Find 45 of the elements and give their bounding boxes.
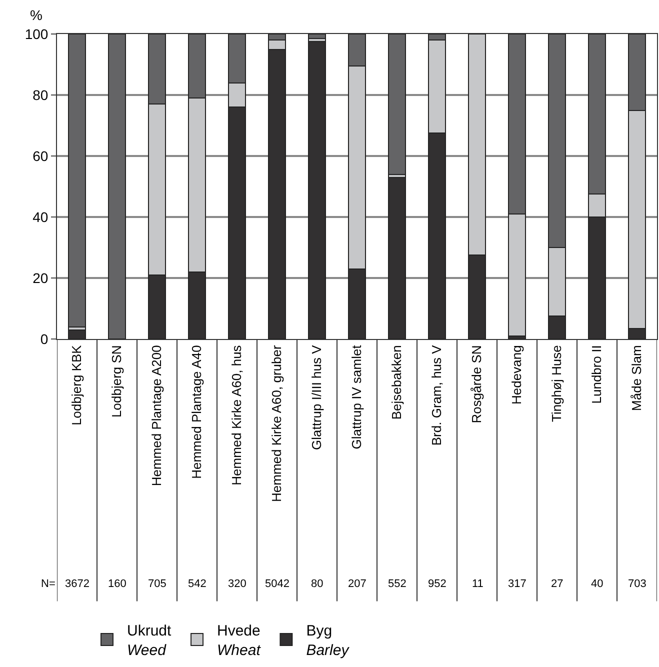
y-axis-title: % (30, 7, 42, 23)
bar (308, 34, 326, 40)
text: 80 (311, 578, 324, 590)
x-tick-label: Tinghøj Huse (549, 345, 564, 422)
x-tick-label: Glattrup I/III hus V (309, 344, 324, 450)
text: 542 (188, 578, 206, 590)
bar (108, 34, 126, 339)
x-tick-label: Hemmed Kirke A60, hus (229, 344, 244, 486)
y-tick-label: 0 (40, 330, 48, 347)
text: 40 (591, 578, 604, 590)
legend-label: Hvede Wheat (217, 622, 262, 660)
x-tick-label: Brd. Gram, hus V (429, 344, 444, 446)
text: 705 (148, 578, 166, 590)
text: 317 (508, 578, 526, 590)
text: 27 (551, 578, 564, 590)
legend-label: Byg Barley (306, 622, 350, 660)
bar (388, 34, 406, 175)
text: 952 (428, 578, 446, 590)
y-tick-label: 80 (32, 86, 48, 103)
x-tick-label: Hemmed Kirke A60, gruber (269, 344, 284, 502)
y-tick-label: 20 (32, 270, 48, 286)
text: 11 (472, 578, 484, 590)
bar (68, 34, 86, 328)
x-tick-label: Rosgårde SN (469, 345, 484, 424)
text: 5042 (265, 578, 290, 590)
text: 320 (228, 578, 246, 590)
x-tick-label: Lodbjerg KBK (69, 344, 84, 426)
x-tick-label: Måde Slam (629, 345, 644, 411)
y-tick-label: 100 (24, 26, 48, 42)
text: 207 (348, 578, 366, 590)
x-tick-label: Glattrup IV samlet (349, 344, 364, 450)
x-tick-label: Hemmed Plantage A40 (189, 345, 204, 479)
x-tick-label: Lodbjerg SN (109, 345, 124, 418)
legend-label: Ukrudt Weed (127, 622, 172, 660)
text: 160 (108, 578, 126, 590)
text: 703 (628, 578, 646, 590)
text: 552 (388, 578, 406, 590)
x-tick-label: Bejsebakken (389, 345, 404, 420)
text: 3672 (65, 578, 90, 590)
text: N= (41, 578, 56, 590)
x-tick-label: Lundbro II (589, 345, 604, 404)
x-tick-label: Hemmed Plantage A200 (149, 345, 164, 486)
y-tick-label: 40 (32, 208, 48, 225)
x-tick-label: Hedevang (509, 345, 524, 404)
y-tick-label: 60 (32, 148, 48, 164)
